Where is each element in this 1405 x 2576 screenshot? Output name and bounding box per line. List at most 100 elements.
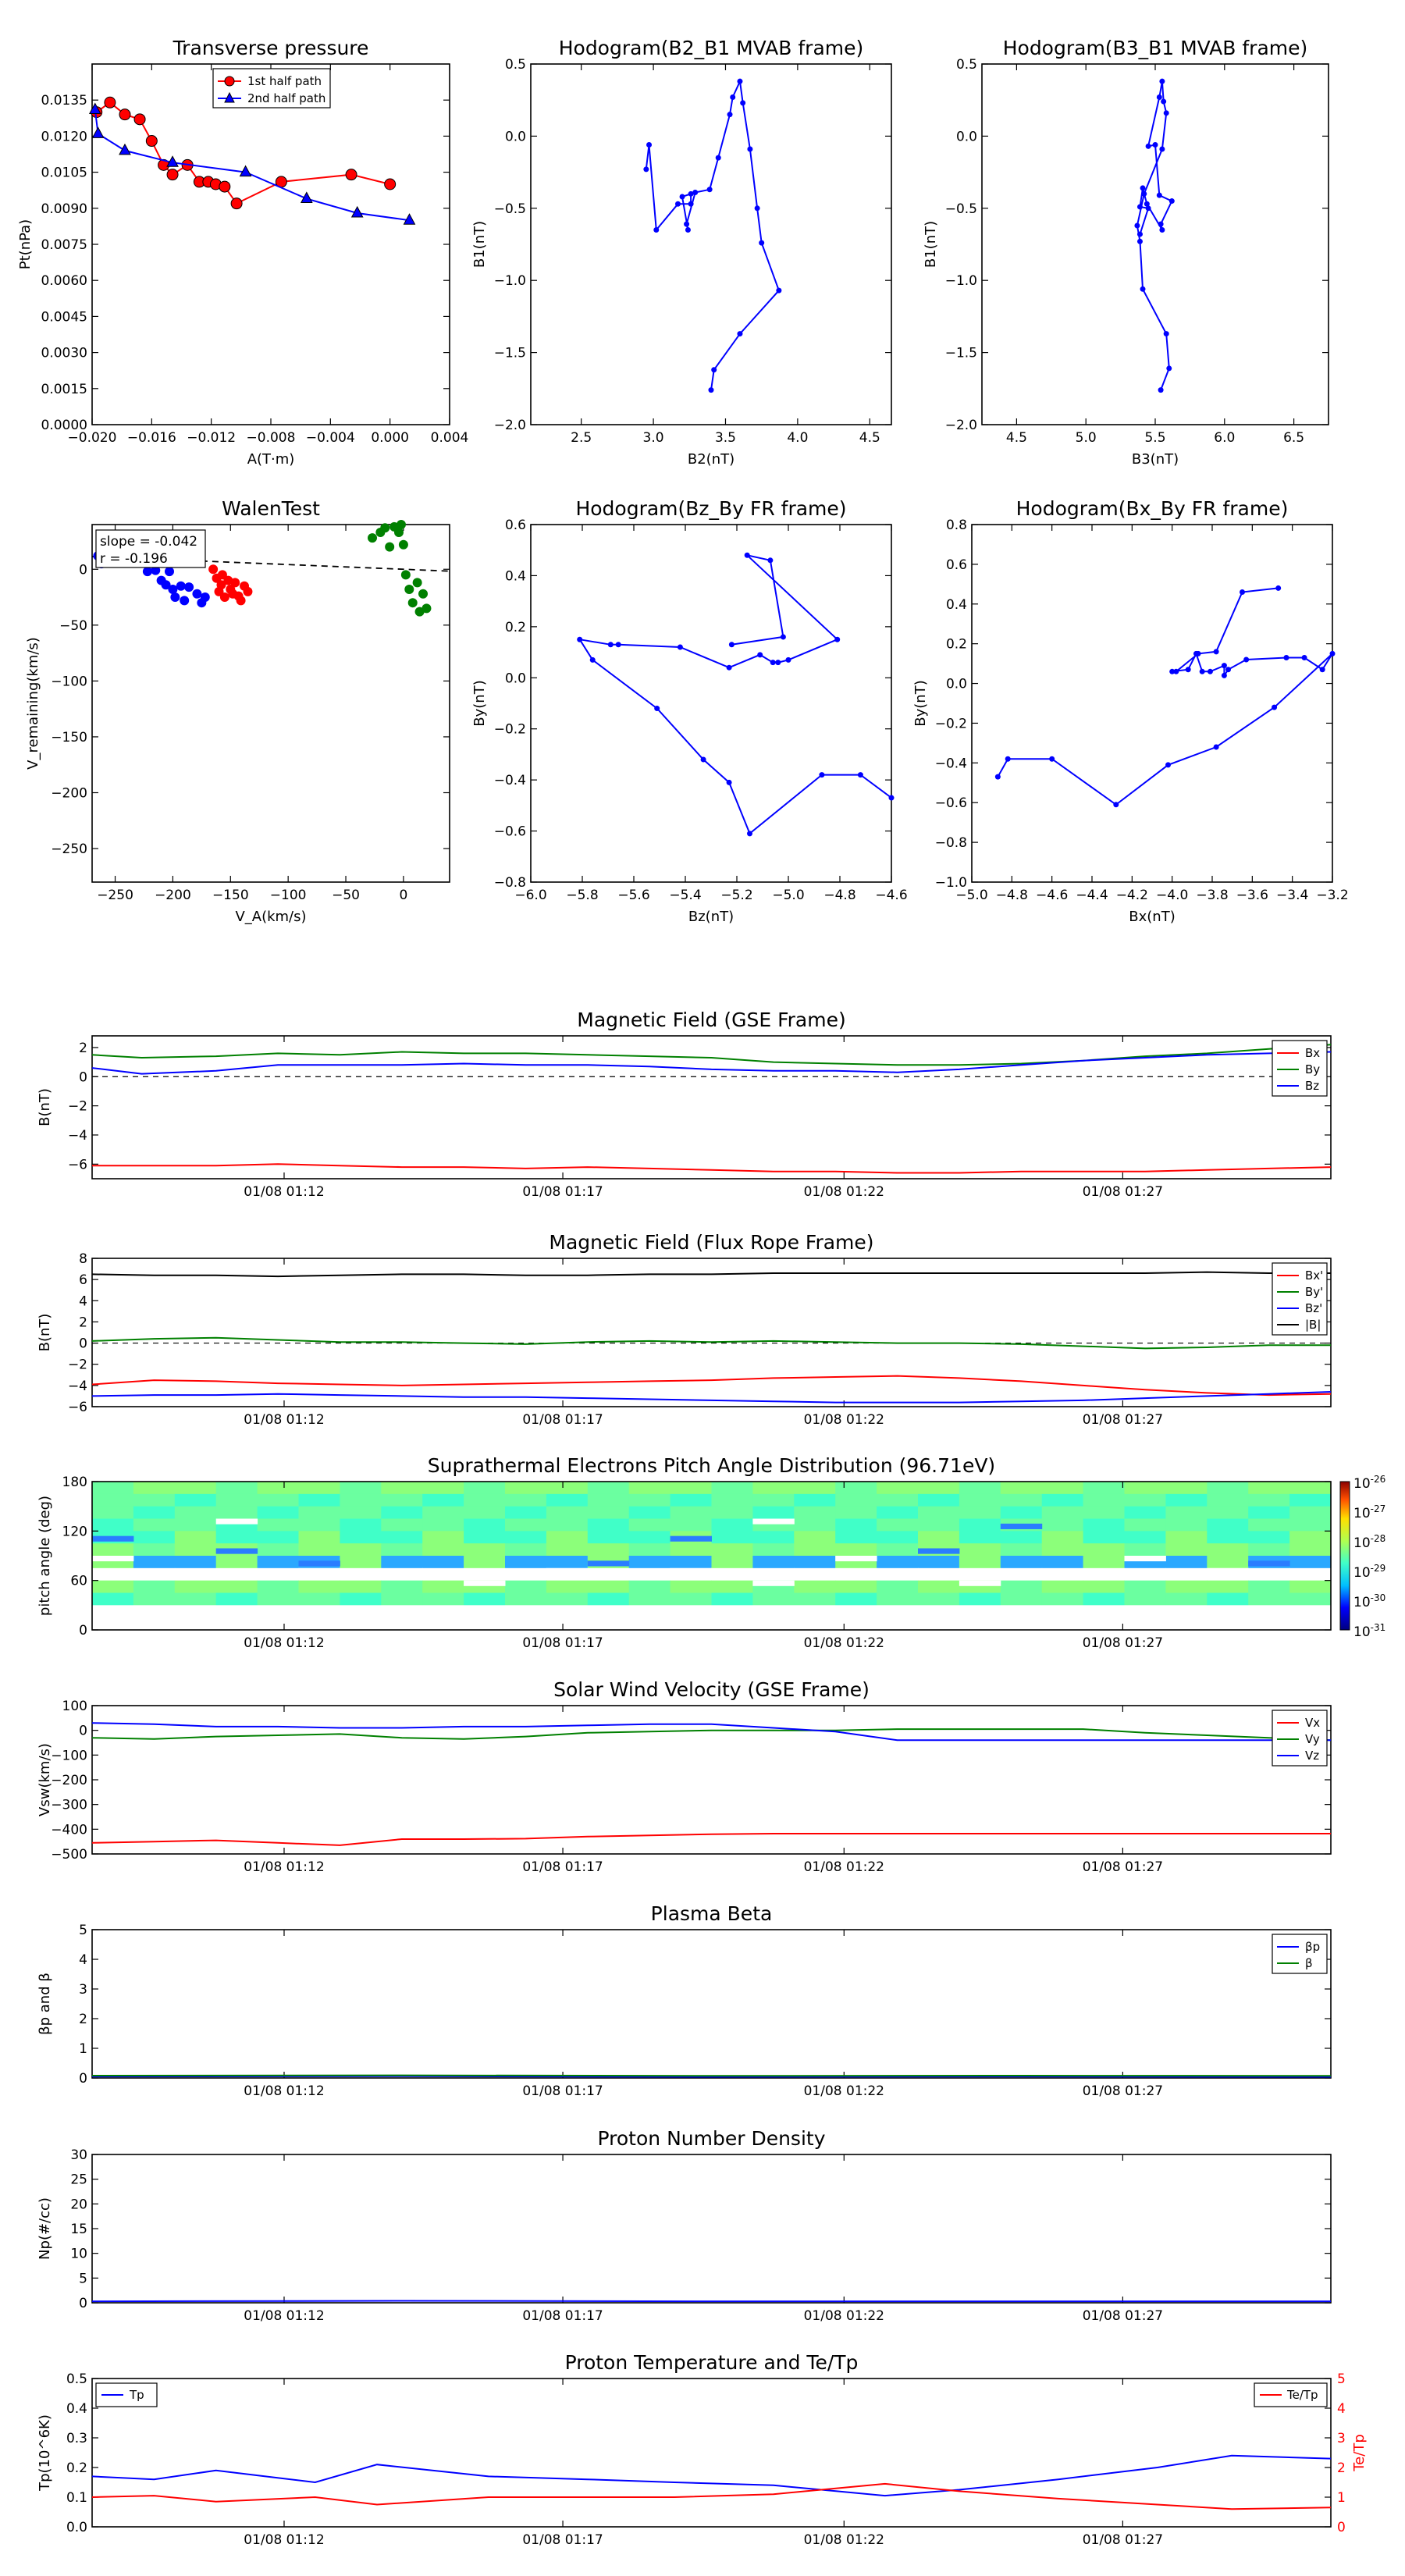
heatmap-cell [546,1493,589,1507]
heatmap-cell [1248,1580,1290,1593]
x-tick-label: 01/08 01:22 [804,2083,884,2099]
heatmap-cell [1000,1493,1043,1507]
heatmap-cell [1248,1493,1290,1507]
plot-frame [91,63,450,425]
data-point [744,552,750,558]
heatmap-cell [1289,1531,1332,1544]
heatmap-cell [1041,1531,1084,1544]
x-tick-label: −5.8 [566,888,598,903]
heatmap-cell [670,1556,712,1569]
heatmap-cell [1000,1543,1043,1557]
heatmap-cell [628,1543,671,1557]
heatmap-cell [505,1493,547,1507]
heatmap-cell [1000,1556,1043,1569]
y-tick-label: −200 [51,1773,87,1788]
y-tick-label: 180 [62,1475,87,1490]
heatmap-cell [711,1482,753,1495]
heatmap-cell [959,1531,1001,1544]
y-tick-label: 0 [79,562,87,578]
heatmap-cell [215,1556,258,1569]
heatmap-cell [1207,1482,1249,1495]
heatmap-cell [1000,1482,1043,1495]
data-point [1145,205,1151,212]
heatmap-cell [340,1543,382,1557]
x-tick-label: 01/08 01:12 [244,2083,324,2099]
data-point [404,585,414,595]
heatmap-cell [92,1493,134,1507]
data-point [688,190,694,197]
heatmap-cell [877,1482,919,1495]
heatmap-cell [670,1580,712,1593]
data-point [728,642,735,648]
heatmap-cell [464,1506,506,1519]
heatmap-cell [877,1580,919,1593]
heatmap-cell [628,1531,671,1544]
heatmap-cell [1083,1518,1125,1532]
colorbar-tick-label: 10-27 [1353,1503,1385,1521]
plot-frame [91,1481,1332,1631]
y-tick-label: 0.0135 [41,93,87,109]
heatmap-cell [340,1531,382,1544]
heatmap-cell [835,1531,877,1544]
heatmap-cell [628,1592,671,1606]
x-axis-label: A(T·m) [247,451,295,468]
y-tick-label: 100 [62,1699,87,1714]
x-tick-label: −5.4 [669,888,701,903]
x-tick-label: −0.008 [247,430,296,446]
heatmap-cell [918,1580,960,1593]
heatmap-cell [1289,1592,1332,1606]
x-tick-label: 0 [399,888,407,903]
y-tick-label: −100 [51,1748,87,1763]
y-tick-label: 4 [79,1293,87,1309]
data-point [170,592,180,603]
y-tick-label: 0.6 [505,518,526,533]
x-tick-label: −4.0 [1156,888,1188,903]
heatmap-cell [794,1580,836,1593]
heatmap-cell [587,1560,630,1567]
y-tick-label: 0.2 [66,2460,87,2476]
y-tick-label: −0.4 [935,756,967,771]
data-point [759,240,765,246]
data-point [1156,192,1162,198]
colorbar-exponent: -30 [1371,1592,1386,1603]
heatmap-cell [92,1556,134,1562]
y-tick-label: −200 [51,786,87,802]
heatmap-empty [92,1605,1331,1630]
heatmap-cell [1207,1580,1249,1593]
heatmap-cell [752,1531,795,1544]
data-point [230,578,240,588]
chart-vsw: Solar Wind Velocity (GSE Frame) 01/08 01:… [37,1678,1332,1875]
heatmap-cell [1124,1580,1166,1593]
heatmap-cell [1165,1556,1208,1569]
heatmap-cell [670,1592,712,1606]
y-tick-label: −400 [51,1822,87,1838]
legend-label: Vx [1305,1716,1320,1730]
heatmap-cell [918,1548,960,1554]
data-point [888,795,895,801]
x-tick-label: −200 [155,888,191,903]
heatmap-cell [215,1531,258,1544]
y-tick-label: −0.2 [494,722,526,738]
heatmap-cell [587,1531,630,1544]
y-tick-label: 0.0120 [41,129,87,144]
y-tick-label: 0 [79,1336,87,1352]
heatmap-cell [422,1482,464,1495]
chart-hodo3: Hodogram(Bz_By FR frame) −6.0 −5.8 −5.6 −5.4… [471,497,908,925]
chart-title: Proton Number Density [598,2127,826,2150]
heatmap-cell [546,1482,589,1495]
data-point [216,580,226,590]
heatmap-cell [1165,1506,1208,1519]
heatmap-cell [711,1493,753,1507]
data-point [1144,201,1150,207]
heatmap-cell [174,1567,217,1582]
heatmap-cell [215,1482,258,1495]
heatmap-cell [1165,1482,1208,1495]
heatmap-cell [1165,1531,1208,1544]
heatmap-cell [92,1482,134,1495]
y-tick-label: −0.4 [494,773,526,788]
data-point [1145,143,1151,149]
series-line [91,1728,1332,1742]
heatmap-cell [918,1493,960,1507]
data-point [168,585,178,595]
x-tick-label: 01/08 01:22 [804,1184,884,1200]
